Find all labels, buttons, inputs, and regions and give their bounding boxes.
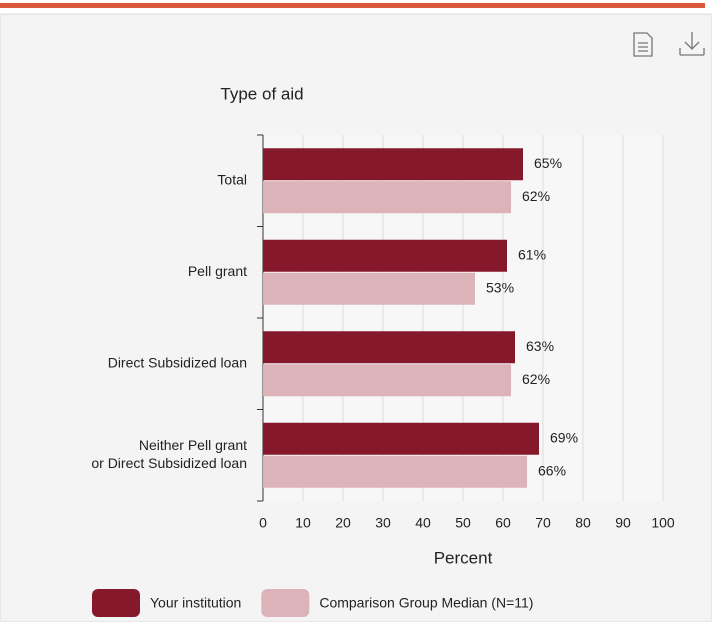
download-icon[interactable] — [679, 32, 705, 56]
bar — [263, 455, 527, 488]
legend-swatch — [92, 589, 140, 617]
x-tick-label: 10 — [295, 515, 311, 531]
x-tick-label: 20 — [335, 515, 351, 531]
data-label: 69% — [550, 429, 578, 445]
bar — [263, 181, 511, 214]
x-tick-label: 90 — [615, 515, 631, 531]
x-tick-label: 60 — [495, 515, 511, 531]
y-tick-label: Neither Pell grant — [139, 437, 247, 453]
x-tick-label: 100 — [651, 515, 675, 531]
x-tick-label: 40 — [415, 515, 431, 531]
bar — [263, 331, 515, 364]
bar — [263, 239, 507, 272]
data-label: 62% — [522, 371, 550, 387]
data-label: 66% — [538, 462, 566, 478]
x-tick-label: 80 — [575, 515, 591, 531]
x-tick-label: 50 — [455, 515, 471, 531]
legend-label: Comparison Group Median (N=11) — [319, 595, 533, 611]
data-label: 63% — [526, 338, 554, 354]
data-label: 65% — [534, 155, 562, 171]
x-tick-label: 30 — [375, 515, 391, 531]
bar — [263, 272, 475, 305]
data-label: 53% — [486, 279, 514, 295]
x-tick-label: 70 — [535, 515, 551, 531]
y-tick-label: or Direct Subsidized loan — [91, 455, 247, 471]
bar — [263, 422, 539, 455]
y-tick-label: Direct Subsidized loan — [108, 354, 247, 370]
table-icon[interactable] — [633, 32, 653, 57]
data-label: 61% — [518, 246, 546, 262]
legend-label: Your institution — [150, 595, 241, 611]
legend-swatch — [261, 589, 310, 617]
x-axis-label: Percent — [434, 548, 493, 567]
bar — [263, 148, 523, 181]
y-tick-label: Total — [217, 171, 247, 187]
top-accent-bar — [0, 3, 705, 8]
y-tick-label: Pell grant — [188, 263, 247, 279]
chart-title: Type of aid — [220, 84, 303, 103]
x-tick-label: 0 — [259, 515, 267, 531]
data-label: 62% — [522, 188, 550, 204]
bar — [263, 364, 511, 397]
